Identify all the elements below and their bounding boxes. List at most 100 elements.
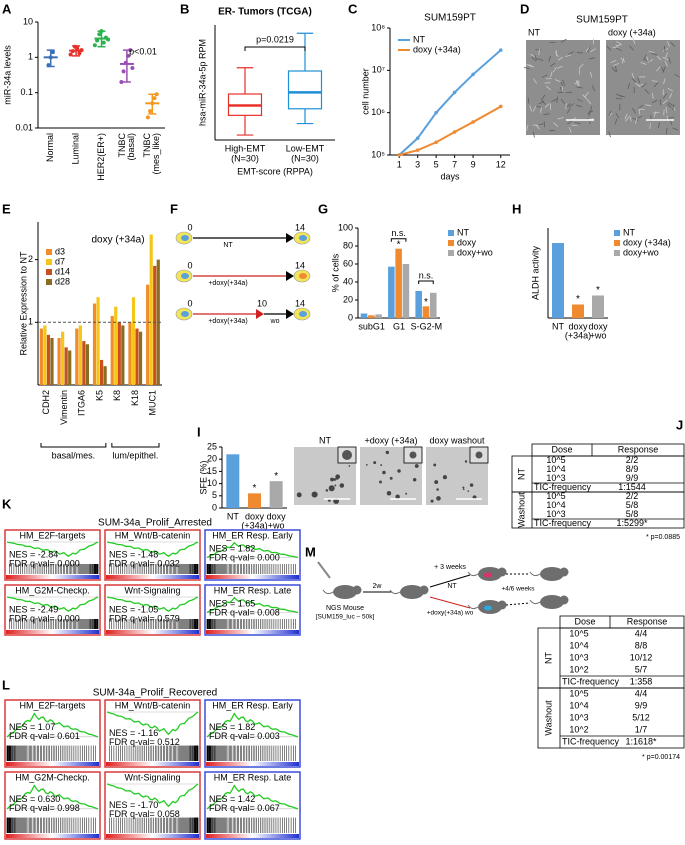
gsea-fdr: FDR q-val= 0.067 [209, 803, 280, 813]
legend-label: NT [457, 227, 469, 237]
annotation: n.s. [419, 270, 434, 280]
nucleus [181, 273, 189, 279]
table-cell: 4/4 [635, 688, 648, 698]
rank-gradient [106, 762, 199, 766]
table-cell: 10^4 [546, 500, 565, 510]
bar [429, 292, 437, 318]
sphere [397, 469, 401, 473]
cell-texture [662, 99, 668, 105]
panel-label: M [305, 544, 316, 559]
cell-texture [591, 85, 595, 92]
panel-label: L [2, 677, 10, 692]
cell-texture [526, 124, 529, 131]
gsea-nes: NES = -2.84 [9, 549, 58, 559]
bar [422, 306, 430, 318]
table-cell: 2/2 [626, 455, 639, 465]
legend-label: d14 [55, 266, 70, 276]
cell-texture [662, 48, 669, 52]
enrichment-curve [6, 784, 99, 810]
sphere [414, 464, 419, 468]
cell-texture [651, 80, 658, 83]
cell-texture [589, 57, 596, 60]
cell-texture [632, 38, 636, 45]
gsea-frame [4, 699, 101, 768]
cell-texture [543, 113, 550, 116]
cell-texture [643, 54, 647, 61]
cell-texture [640, 62, 647, 65]
cell-texture [568, 103, 574, 108]
cell-texture [532, 78, 538, 84]
y-tick-label: 20 [343, 294, 353, 304]
sphere [434, 480, 439, 484]
table-cell: 10^4 [569, 700, 588, 710]
cell-texture [632, 108, 636, 114]
table-group-label: NT [516, 468, 526, 480]
table-cell: 9/9 [626, 473, 639, 483]
data-point [397, 153, 402, 157]
time-label: 10 [257, 298, 267, 308]
x-tick-label: TNBC [142, 133, 152, 158]
mouse-head [497, 567, 507, 577]
bar [572, 304, 584, 318]
cell-texture [613, 63, 619, 66]
gsea-name: HM_ER Resp. Early [212, 530, 293, 540]
cell-texture [565, 103, 567, 110]
cell-texture [541, 94, 546, 100]
cell-texture [662, 66, 666, 73]
table-cell: TIC-frequency [534, 518, 592, 528]
legend-swatch [46, 259, 52, 265]
y-tick-label: 60 [343, 258, 353, 268]
cell-texture [638, 108, 645, 110]
cell-texture [576, 79, 580, 86]
time-label: 0 [187, 298, 192, 308]
data-point [119, 80, 124, 85]
x-axis-label: EMT-score (RPPA) [237, 166, 313, 176]
x-tick-label: 3 [415, 159, 420, 169]
table-cell: 10^3 [546, 473, 565, 483]
cell-texture [615, 44, 622, 47]
cell-texture [663, 78, 666, 85]
cell-texture [629, 115, 632, 122]
rank-gradient [206, 575, 299, 579]
table-cell: 10^5 [546, 491, 565, 501]
cell-texture [663, 45, 666, 52]
enrichment-curve [6, 596, 99, 612]
data-point [434, 110, 438, 115]
y-tick-label: 10⁵ [371, 149, 385, 159]
sphere [469, 483, 474, 487]
image-label: +doxy (+34a) [364, 435, 417, 445]
bar [592, 295, 604, 318]
x-tick-label: (N=30) [231, 153, 259, 163]
annotation: n.s. [391, 228, 406, 238]
mouse-head [352, 585, 362, 595]
x-tick-label: MUC1 [148, 390, 158, 416]
cell-texture [662, 57, 669, 61]
cell-texture [614, 65, 618, 72]
bar [110, 316, 114, 385]
sphere [386, 491, 392, 496]
mouse-body [333, 585, 357, 599]
bar [68, 350, 72, 385]
cell-texture [612, 46, 619, 49]
y-tick-label: 10⁸ [371, 22, 385, 32]
cell-texture [571, 124, 578, 127]
legend-swatch [46, 279, 52, 285]
cell-texture [538, 48, 540, 56]
x-tick-label: 1 [397, 159, 402, 169]
cell-texture [652, 92, 654, 100]
bar [552, 243, 564, 318]
bar [61, 331, 65, 385]
table-header-cell: Dose [574, 616, 595, 626]
rank-gradient [6, 762, 99, 766]
gsea-name: Wnt-Signaling [124, 772, 180, 782]
bar [103, 366, 107, 385]
gsea-frame [204, 584, 301, 636]
cell-texture [562, 79, 566, 86]
legend-label: doxy+wo [623, 247, 659, 257]
data-point [97, 32, 102, 37]
legend-swatch [46, 269, 52, 275]
sphere [333, 478, 337, 481]
annotation: p<0.01 [129, 46, 157, 56]
x-tick-label: ITGA6 [77, 390, 87, 416]
y-tick-label: 0 [348, 312, 353, 322]
